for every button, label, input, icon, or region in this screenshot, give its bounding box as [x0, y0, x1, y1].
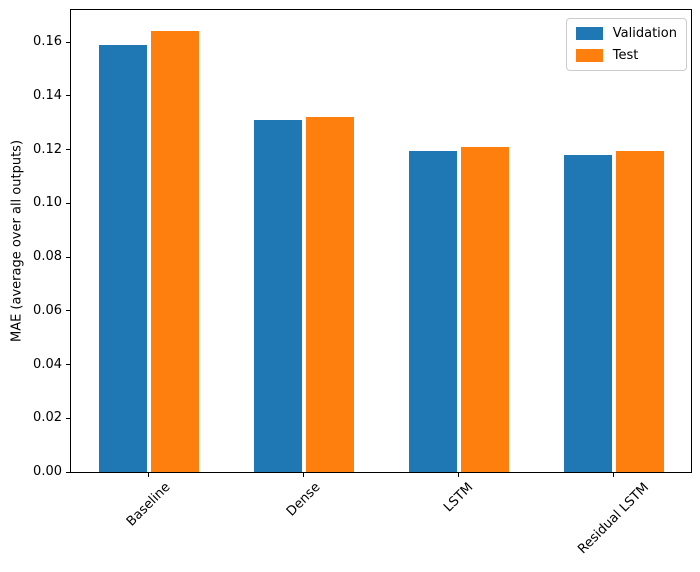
y-tick-mark [66, 202, 70, 204]
bar-test-baseline [150, 31, 199, 472]
y-tick-mark [66, 41, 70, 43]
bar-test-lstm [460, 147, 509, 472]
y-tick-mark [66, 310, 70, 312]
x-tick-mark [613, 473, 614, 477]
y-tick-mark [66, 364, 70, 366]
y-tick-label: 0.00 [33, 464, 62, 479]
x-tick-mark [458, 473, 459, 477]
x-tick-label: Residual LSTM [574, 480, 652, 557]
legend: Validation Test [565, 18, 687, 71]
y-tick-label: 0.02 [33, 410, 62, 426]
x-tick-mark [303, 473, 304, 477]
bar-validation-dense [253, 120, 302, 472]
y-tick-label: 0.06 [33, 302, 62, 318]
y-tick-label: 0.14 [33, 87, 62, 103]
x-tick-label: Baseline [123, 479, 173, 530]
y-tick-mark [66, 256, 70, 258]
x-tick-mark [148, 473, 149, 477]
y-tick-label: 0.12 [33, 141, 62, 157]
bar-test-residual-lstm [615, 151, 664, 472]
legend-swatch-validation [575, 27, 603, 40]
bar-validation-residual-lstm [563, 155, 612, 472]
y-tick-mark [66, 471, 70, 473]
legend-swatch-test [575, 49, 603, 62]
y-tick-label: 0.10 [33, 195, 62, 211]
y-tick-label: 0.16 [33, 34, 62, 50]
legend-item-test: Test [575, 47, 677, 64]
legend-label: Validation [612, 26, 677, 41]
x-tick-label: Dense [283, 479, 323, 520]
y-tick-mark [66, 149, 70, 151]
y-tick-label: 0.08 [33, 249, 62, 265]
plot-area: Validation Test [70, 9, 692, 473]
bar-validation-lstm [408, 151, 457, 472]
x-tick-label: LSTM [440, 480, 476, 516]
y-tick-label: 0.04 [33, 356, 62, 372]
y-tick-mark [66, 417, 70, 419]
legend-label: Test [612, 48, 639, 63]
bar-test-dense [305, 117, 354, 472]
bar-validation-baseline [98, 45, 147, 472]
y-tick-mark [66, 95, 70, 97]
legend-item-validation: Validation [575, 25, 677, 42]
